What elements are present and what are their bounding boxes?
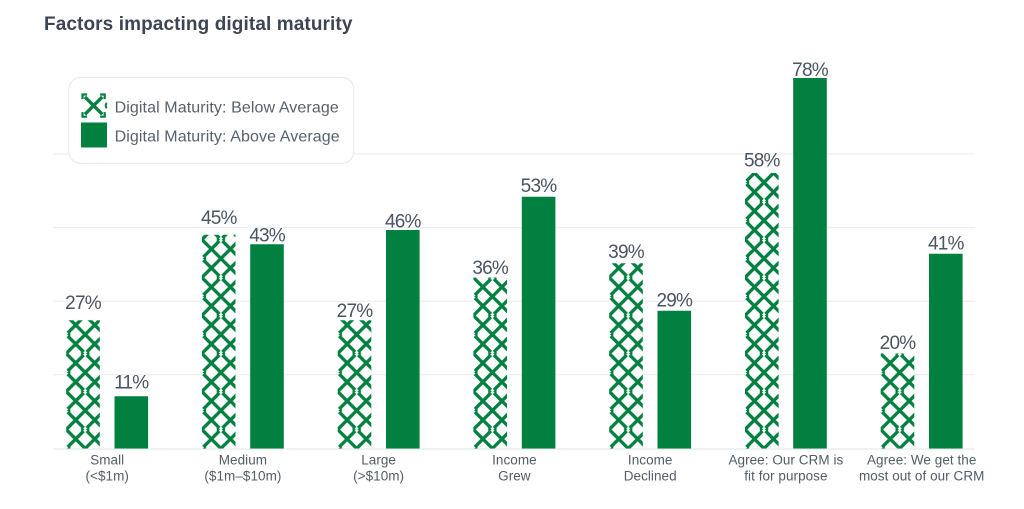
svg-text:Factors impacting digital matu: Factors impacting digital maturity (44, 14, 353, 35)
svg-text:Agree: We get the: Agree: We get the (867, 453, 976, 468)
svg-text:(<$1m): (<$1m) (85, 469, 128, 484)
svg-text:46%: 46% (385, 211, 422, 232)
svg-text:20%: 20% (880, 333, 917, 354)
svg-text:11%: 11% (114, 373, 149, 394)
svg-text:fit for purpose: fit for purpose (744, 469, 827, 484)
svg-text:(>$10m): (>$10m) (353, 469, 404, 484)
svg-text:39%: 39% (608, 242, 645, 263)
svg-text:most out of our CRM: most out of our CRM (859, 469, 985, 484)
svg-text:29%: 29% (656, 291, 693, 312)
svg-text:41%: 41% (928, 234, 965, 255)
svg-text:Agree: Our CRM is: Agree: Our CRM is (728, 453, 843, 468)
svg-text:Large: Large (361, 453, 396, 468)
svg-text:Declined: Declined (624, 469, 677, 484)
svg-text:Digital Maturity: Below Averag: Digital Maturity: Below Average (115, 99, 339, 116)
svg-text:53%: 53% (521, 176, 558, 197)
svg-text:78%: 78% (792, 60, 829, 81)
svg-text:36%: 36% (472, 258, 509, 279)
svg-text:Medium: Medium (219, 453, 267, 468)
svg-text:Income: Income (492, 453, 537, 468)
svg-text:45%: 45% (201, 208, 238, 229)
svg-text:Small: Small (90, 453, 124, 468)
svg-text:($1m–$10m): ($1m–$10m) (204, 469, 281, 484)
svg-text:43%: 43% (249, 226, 286, 247)
svg-text:Income: Income (628, 453, 673, 468)
svg-text:27%: 27% (65, 293, 102, 314)
svg-text:58%: 58% (744, 150, 781, 171)
svg-text:Grew: Grew (498, 469, 531, 484)
svg-text:Digital Maturity: Above Averag: Digital Maturity: Above Average (115, 128, 340, 145)
svg-text:27%: 27% (337, 301, 374, 322)
